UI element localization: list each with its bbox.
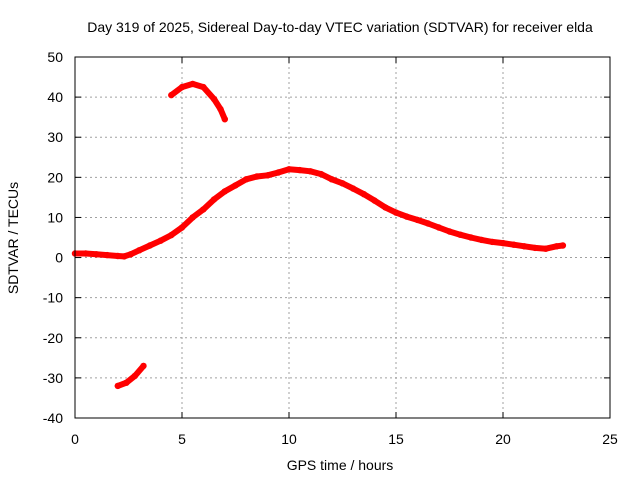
x-tick-label: 0 [71, 431, 79, 447]
data-point [243, 176, 250, 183]
data-point [435, 224, 442, 231]
data-point [217, 105, 224, 113]
data-point [210, 95, 218, 103]
data-point [371, 197, 378, 204]
axis-ticks [74, 56, 611, 419]
data-point [403, 213, 410, 220]
data-point [478, 236, 485, 244]
x-tick-label: 5 [178, 431, 186, 447]
data-point [457, 231, 464, 238]
data-point [121, 253, 128, 260]
grid [75, 57, 610, 418]
data-point [200, 83, 207, 91]
data-point [114, 382, 122, 390]
data-point [499, 239, 507, 247]
data-point [168, 231, 175, 239]
y-tick-label: -10 [43, 290, 63, 306]
y-tick-label: 20 [47, 169, 63, 185]
data-point [189, 80, 196, 88]
data-point [424, 220, 432, 227]
tick-labels: 0 5 10 15 20 25 -40 -30 -20 -10 0 10 20 30 40 50 [43, 49, 618, 447]
y-tick-label: 10 [47, 209, 63, 225]
plot-frame [74, 56, 611, 419]
data-point [542, 245, 549, 252]
data-point [553, 243, 560, 250]
series-trace [168, 80, 228, 123]
data-point [264, 172, 271, 179]
data-point [521, 243, 528, 250]
series-main [71, 166, 567, 260]
series-trace [114, 362, 147, 389]
data-point [221, 188, 228, 195]
y-tick-label: 30 [47, 129, 63, 145]
data-point [140, 362, 147, 370]
data-point [328, 176, 335, 183]
y-tick-label: -30 [43, 370, 63, 386]
data-point [82, 250, 89, 257]
data-point [103, 251, 111, 259]
data-point [127, 251, 134, 258]
data-point [446, 228, 453, 235]
x-tick-label: 20 [495, 431, 511, 447]
y-tick-label: 50 [47, 49, 63, 65]
data-point [489, 238, 496, 246]
data-point [178, 224, 186, 231]
data-point [114, 252, 122, 260]
data-point [307, 168, 314, 175]
x-tick-label: 15 [388, 431, 404, 447]
data-point [168, 91, 175, 99]
data-point [339, 180, 346, 187]
data-point [178, 83, 186, 91]
data-point [350, 185, 357, 192]
data-point [131, 372, 139, 380]
data-point [200, 206, 207, 213]
data-point [221, 116, 228, 123]
y-tick-label: -40 [43, 410, 63, 426]
x-axis-label: GPS time / hours [287, 457, 394, 473]
data-layer [71, 80, 567, 390]
data-point [189, 214, 196, 221]
data-point [414, 216, 421, 224]
data-point [275, 169, 282, 176]
data-point [392, 209, 400, 216]
data-point [531, 244, 539, 252]
data-point [253, 173, 261, 180]
data-point [510, 241, 517, 248]
y-tick-label: -20 [43, 330, 63, 346]
x-tick-label: 10 [281, 431, 297, 447]
y-tick-label: 0 [55, 250, 63, 266]
data-point [285, 166, 293, 173]
series-lower-segment [114, 362, 147, 390]
series-upper-arc [168, 80, 228, 123]
data-point [382, 204, 389, 211]
data-point [123, 379, 130, 386]
data-point [296, 166, 303, 174]
data-point [232, 182, 239, 189]
y-tick-label: 40 [47, 89, 63, 105]
y-axis-label: SDTVAR / TECUs [5, 182, 21, 294]
data-point [360, 191, 368, 198]
data-point [559, 242, 567, 249]
data-point [157, 237, 164, 244]
chart-title: Day 319 of 2025, Sidereal Day-to-day VTE… [87, 19, 593, 35]
data-point [136, 247, 143, 254]
x-tick-label: 25 [602, 431, 618, 447]
data-point [93, 251, 100, 258]
data-point [146, 242, 154, 249]
data-point [210, 196, 218, 203]
data-point [317, 170, 325, 178]
data-point [467, 234, 475, 241]
